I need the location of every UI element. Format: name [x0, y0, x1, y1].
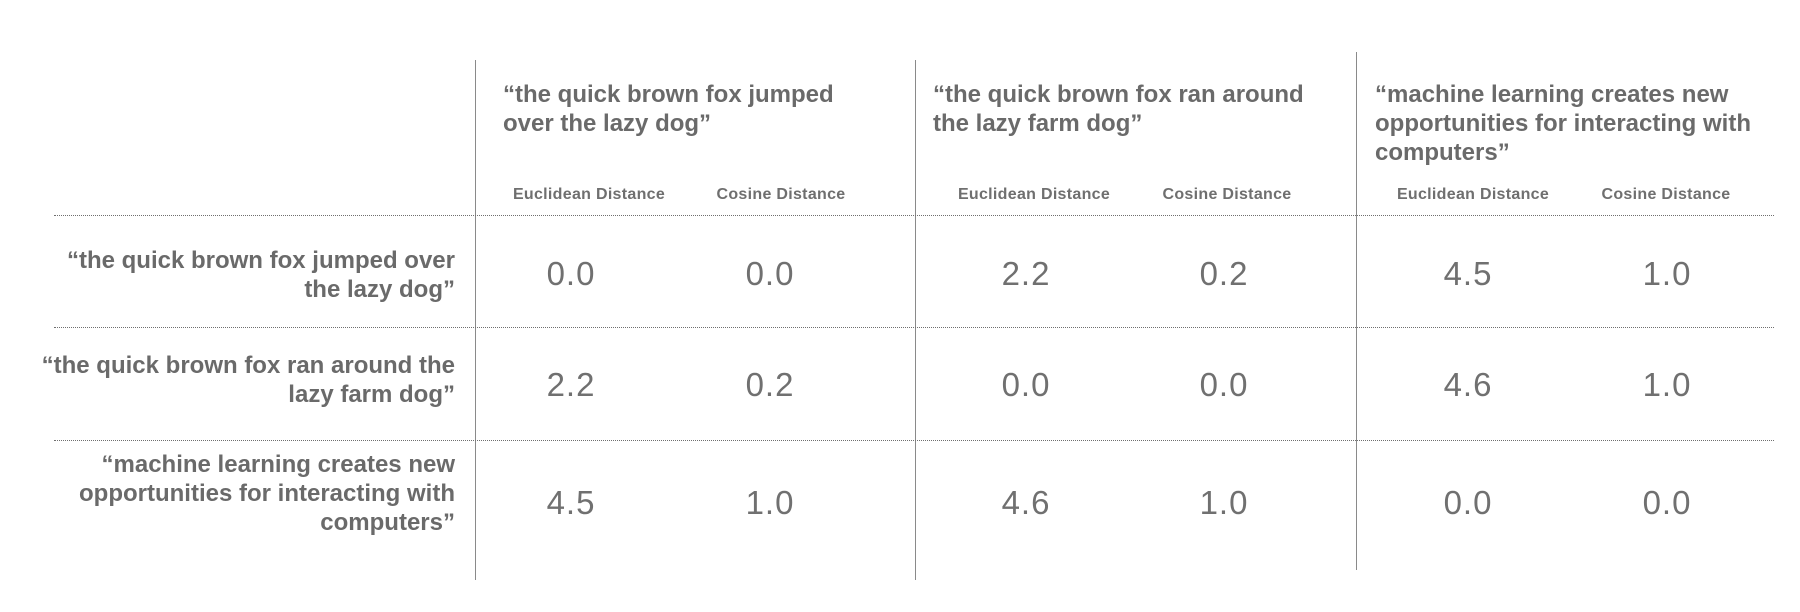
cosine-distance-header: Cosine Distance: [716, 186, 846, 203]
table-cell: 1.0: [1642, 255, 1692, 292]
row-header-2: “the quick brown fox ran around the lazy…: [41, 352, 455, 408]
column-divider: [475, 60, 476, 580]
table-cell: 0.0: [1642, 484, 1692, 521]
table-cell: 0.0: [546, 255, 596, 292]
column-divider: [915, 60, 916, 580]
table-cell: 4.5: [1443, 255, 1493, 292]
euclidean-distance-header: Euclidean Distance: [957, 186, 1111, 203]
table-cell: 4.5: [546, 484, 596, 521]
row-divider: [54, 440, 1774, 441]
table-cell: 0.0: [745, 255, 795, 292]
table-cell: 0.0: [1199, 366, 1249, 403]
column-header-3: “machine learning creates new opportunit…: [1375, 81, 1751, 166]
row-divider: [54, 215, 1774, 216]
cosine-distance-header: Cosine Distance: [1162, 186, 1292, 203]
table-cell: 2.2: [1001, 255, 1051, 292]
row-header-1: “the quick brown fox jumped over the laz…: [66, 247, 455, 303]
row-divider: [54, 327, 1774, 328]
table-cell: 2.2: [546, 366, 596, 403]
euclidean-distance-header: Euclidean Distance: [1396, 186, 1550, 203]
table-cell: 0.2: [745, 366, 795, 403]
table-cell: 4.6: [1001, 484, 1051, 521]
table-cell: 4.6: [1443, 366, 1493, 403]
table-cell: 1.0: [1199, 484, 1249, 521]
table-cell: 0.2: [1199, 255, 1249, 292]
table-cell: 0.0: [1443, 484, 1493, 521]
table-cell: 0.0: [1001, 366, 1051, 403]
column-divider: [1356, 52, 1357, 570]
cosine-distance-header: Cosine Distance: [1601, 186, 1731, 203]
row-header-3: “machine learning creates new opportunit…: [79, 451, 455, 536]
table-cell: 1.0: [745, 484, 795, 521]
euclidean-distance-header: Euclidean Distance: [512, 186, 666, 203]
column-header-2: “the quick brown fox ran around the lazy…: [933, 81, 1304, 137]
table-cell: 1.0: [1642, 366, 1692, 403]
column-header-1: “the quick brown fox jumped over the laz…: [503, 81, 834, 137]
